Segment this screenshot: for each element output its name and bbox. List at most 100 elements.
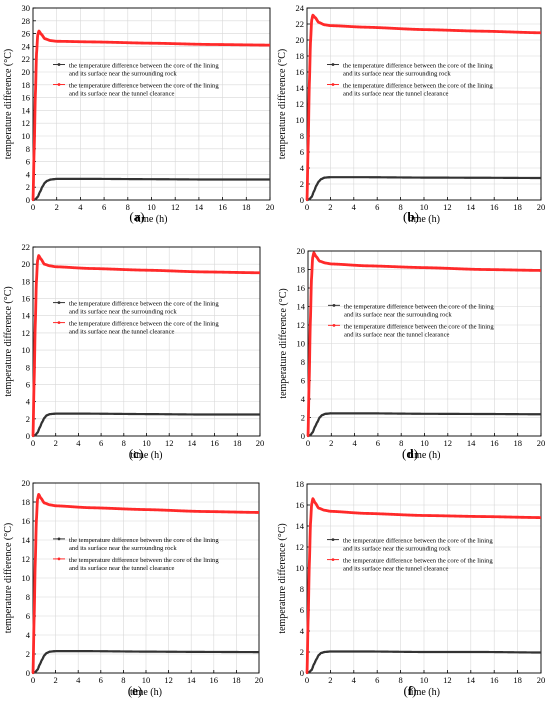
x-tick-label: 8: [121, 675, 125, 685]
x-tick-label: 18: [513, 438, 522, 448]
series-point: [329, 412, 332, 415]
panel-caption: (d): [402, 446, 418, 461]
series-point: [36, 33, 39, 36]
series-point: [316, 656, 319, 659]
series-point: [311, 431, 314, 434]
legend-text: the temperature difference between the c…: [343, 83, 493, 90]
x-tick-label: 6: [376, 438, 380, 448]
y-tick-label: 10: [296, 115, 305, 125]
x-tick-label: 16: [490, 675, 499, 685]
y-tick-label: 2: [26, 414, 30, 424]
x-axis-label: time (h): [131, 450, 163, 461]
legend-text: and its surface near the surrounding roc…: [69, 71, 177, 78]
y-tick-label: 26: [22, 29, 31, 39]
series-point: [329, 262, 332, 265]
x-tick-label: 4: [352, 438, 357, 448]
series-point: [328, 24, 331, 27]
series-point: [306, 434, 310, 438]
series-point: [314, 501, 317, 504]
y-axis-label: temperature difference (°C): [3, 286, 14, 396]
y-tick-label: 16: [22, 93, 31, 103]
y-tick-label: 4: [300, 163, 305, 173]
y-tick-label: 12: [296, 542, 305, 552]
legend-marker: [331, 538, 335, 541]
series-point: [37, 254, 40, 257]
panel-caption: (c): [129, 446, 143, 461]
series-point: [34, 323, 37, 326]
x-tick-label: 0: [305, 202, 309, 212]
series-point: [39, 190, 42, 193]
x-tick-label: 10: [420, 438, 429, 448]
grid: [306, 7, 542, 201]
y-tick-label: 20: [296, 35, 305, 45]
series-point: [328, 510, 331, 513]
legend-marker: [331, 83, 335, 86]
x-tick-label: 8: [126, 202, 130, 212]
chart-panel: 0 2 4 6 8 10 12 14 16 18 2002468101214161820222426…: [3, 3, 274, 225]
x-tick-label: 2: [329, 438, 333, 448]
x-tick-label: 20: [266, 202, 275, 212]
series-point: [36, 431, 39, 434]
y-tick-label: 4: [26, 169, 31, 179]
series-point: [31, 198, 35, 202]
chart-panel: 0 2 4 6 8 10 12 14 16 18 20024681012141618202224ti…: [277, 3, 545, 225]
series-point: [37, 665, 40, 669]
x-tick-label: 12: [171, 202, 180, 212]
series-point: [53, 650, 56, 653]
y-tick-label: 18: [296, 51, 305, 61]
x-tick-label: 18: [242, 202, 251, 212]
y-tick-label: 12: [297, 320, 306, 330]
series-point: [36, 259, 39, 262]
series-point: [34, 93, 37, 96]
series-markers: [305, 650, 331, 675]
y-tick-label: 24: [22, 41, 31, 51]
x-tick-label: 16: [210, 438, 219, 448]
x-tick-label: 20: [255, 675, 264, 685]
series-point: [33, 147, 36, 150]
series-point: [33, 616, 36, 620]
series-point: [31, 671, 35, 675]
x-tick-label: 12: [444, 438, 453, 448]
x-tick-label: 4: [76, 675, 81, 685]
x-tick-label: 2: [53, 675, 57, 685]
series-point: [39, 257, 43, 261]
x-tick-label: 12: [443, 202, 452, 212]
y-tick-label: 2: [300, 647, 304, 657]
legend-text: the temperature difference between the c…: [343, 558, 493, 565]
y-tick-label: 20: [22, 67, 31, 77]
x-tick-label: 2: [328, 202, 332, 212]
series-point: [311, 665, 314, 669]
y-tick-label: 16: [22, 516, 31, 526]
y-tick-label: 0: [26, 668, 30, 678]
legend: the temperature difference between the c…: [327, 63, 493, 98]
series-point: [307, 142, 310, 146]
y-tick-label: 8: [26, 144, 30, 154]
series-point: [40, 421, 44, 424]
legend-text: and its surface near the tunnel clearanc…: [343, 566, 449, 573]
series-point: [313, 253, 317, 256]
series-point: [313, 425, 317, 428]
y-axis-label: temperature difference (°C): [3, 49, 14, 159]
series-markers: [305, 14, 331, 202]
legend-marker: [331, 558, 335, 561]
x-tick-label: 2: [54, 438, 58, 448]
series-point: [38, 663, 41, 666]
series-markers: [31, 254, 56, 438]
y-tick-label: 2: [26, 182, 30, 192]
x-tick-label: 18: [513, 202, 522, 212]
series-point: [39, 660, 43, 664]
y-axis-label: temperature difference (°C): [3, 523, 14, 633]
x-tick-label: 4: [76, 438, 81, 448]
series-point: [40, 658, 44, 661]
x-tick-label: 6: [375, 202, 379, 212]
panel-caption: (f): [403, 683, 416, 698]
series-point: [54, 40, 57, 43]
legend-marker: [57, 301, 61, 304]
series-point: [37, 193, 41, 196]
series-point: [37, 493, 40, 496]
x-tick-label: 4: [352, 675, 357, 685]
y-tick-label: 10: [297, 339, 306, 349]
series-point: [42, 656, 45, 659]
x-tick-label: 6: [102, 202, 106, 212]
